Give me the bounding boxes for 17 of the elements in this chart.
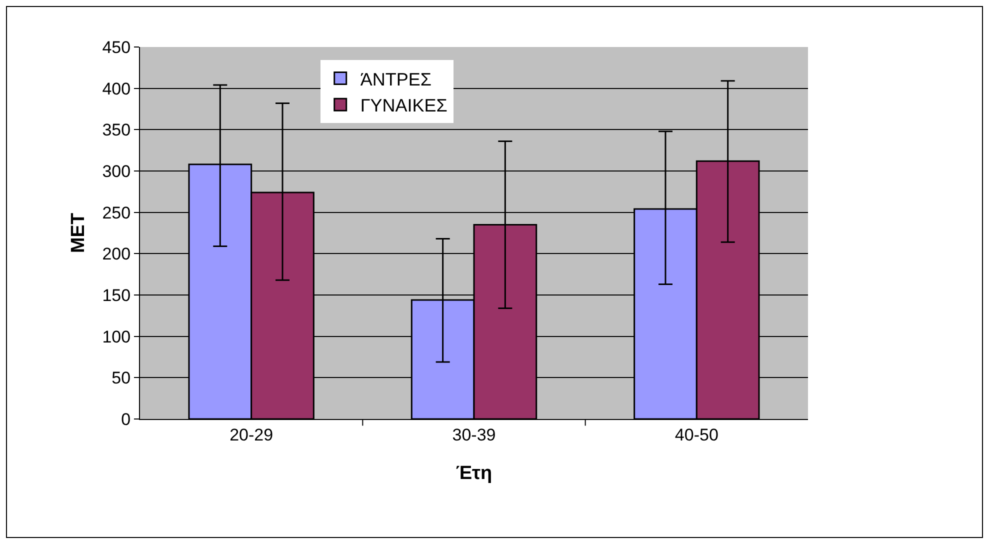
y-tick-label: 0	[121, 410, 131, 429]
y-tick-label: 300	[102, 162, 131, 181]
y-tick-label: 50	[112, 368, 131, 388]
y-tick-label: 400	[102, 79, 131, 98]
x-axis-title: Έτη	[456, 463, 492, 484]
x-tick-label: 30-39	[452, 425, 496, 444]
y-tick-label: 250	[102, 203, 131, 222]
legend-label: ΓΥΝΑΙΚΕΣ	[360, 96, 448, 116]
y-tick-label: 100	[102, 327, 131, 346]
y-tick-label: 350	[102, 120, 131, 140]
y-axis-title: MET	[68, 212, 90, 254]
x-tick-label: 20-29	[230, 425, 274, 444]
legend-label: ΆΝΤΡΕΣ	[360, 69, 432, 90]
y-tick-label: 150	[102, 286, 131, 305]
x-tick-label: 40-50	[674, 425, 718, 444]
y-tick-label: 200	[102, 244, 131, 264]
y-tick-label: 450	[102, 38, 131, 57]
